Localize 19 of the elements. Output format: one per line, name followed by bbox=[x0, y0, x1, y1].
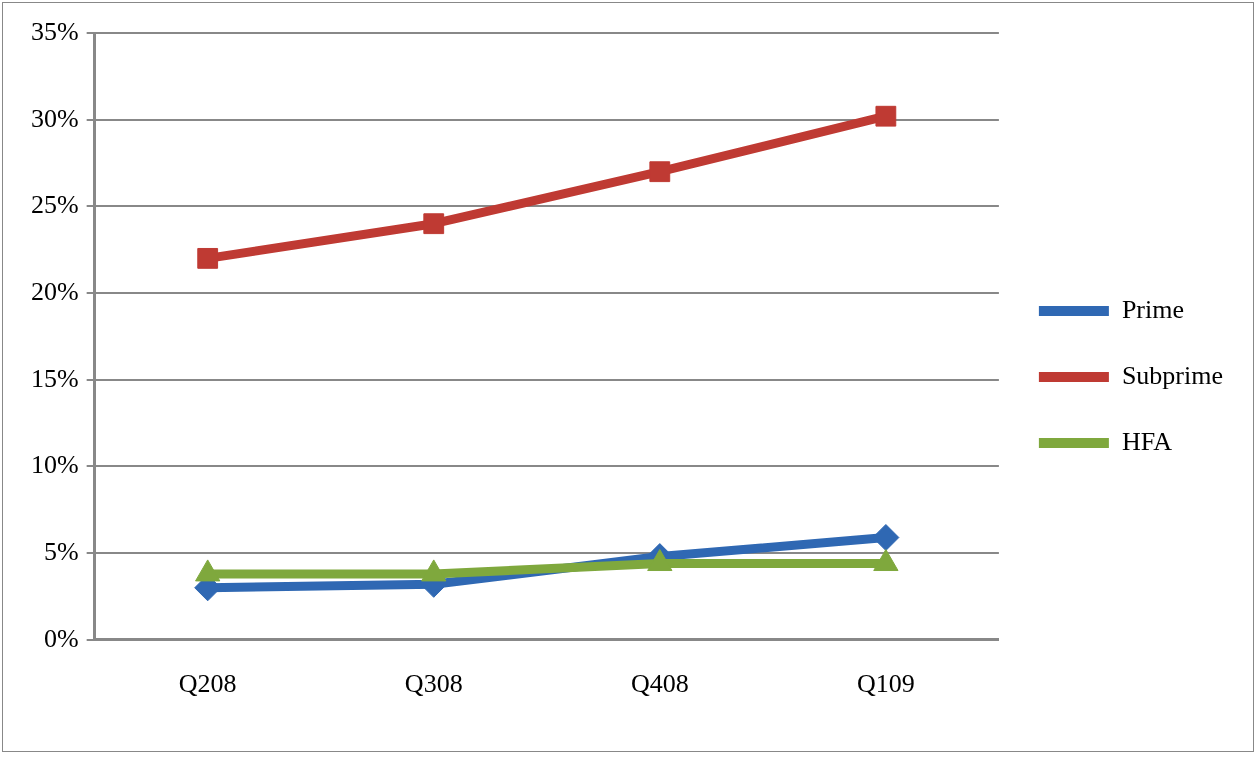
y-tick-label: 10% bbox=[30, 450, 79, 480]
point bbox=[875, 105, 897, 127]
y-tick-label: 15% bbox=[30, 363, 79, 393]
legend-label: Subprime bbox=[1121, 360, 1223, 390]
x-tick-label: Q408 bbox=[630, 669, 689, 699]
x-tick-label: Q208 bbox=[178, 669, 237, 699]
legend-label: Prime bbox=[1121, 294, 1184, 324]
y-tick-label: 35% bbox=[30, 16, 79, 46]
y-tick-label: 5% bbox=[43, 536, 79, 566]
y-tick-label: 0% bbox=[43, 623, 79, 653]
point bbox=[197, 247, 219, 269]
y-tick-label: 30% bbox=[30, 103, 79, 133]
x-tick-label: Q308 bbox=[404, 669, 463, 699]
y-tick-label: 25% bbox=[30, 190, 79, 220]
point bbox=[649, 161, 671, 183]
legend-label: HFA bbox=[1121, 426, 1173, 456]
x-tick-label: Q109 bbox=[856, 669, 915, 699]
point bbox=[423, 213, 445, 235]
y-tick-label: 20% bbox=[30, 276, 79, 306]
